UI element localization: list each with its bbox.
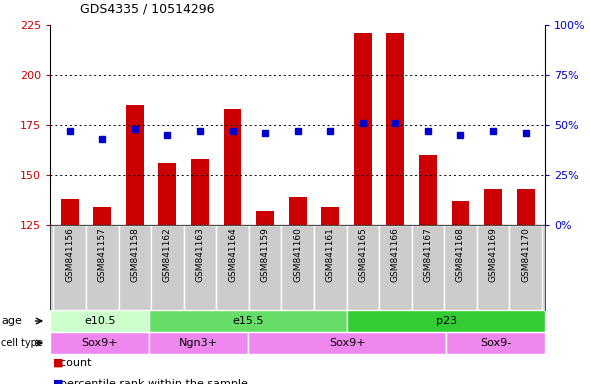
- Text: GSM841164: GSM841164: [228, 228, 237, 282]
- Text: GSM841168: GSM841168: [456, 228, 465, 282]
- Bar: [217, 225, 249, 310]
- Bar: [314, 225, 346, 310]
- Bar: [444, 225, 477, 310]
- Bar: [281, 225, 314, 310]
- Text: Sox9-: Sox9-: [480, 338, 512, 348]
- Bar: [126, 105, 144, 225]
- Text: GSM841165: GSM841165: [358, 228, 368, 282]
- Text: GSM841158: GSM841158: [130, 228, 139, 282]
- Bar: [86, 225, 119, 310]
- Bar: [119, 225, 151, 310]
- Text: GSM841167: GSM841167: [424, 228, 432, 282]
- Bar: [347, 310, 545, 332]
- Text: Ngn3+: Ngn3+: [179, 338, 218, 348]
- Bar: [354, 33, 372, 225]
- Bar: [379, 225, 412, 310]
- Bar: [477, 225, 509, 310]
- Text: GSM841169: GSM841169: [489, 228, 497, 282]
- Bar: [54, 225, 86, 310]
- Bar: [159, 163, 176, 225]
- Bar: [50, 310, 149, 332]
- Bar: [419, 155, 437, 225]
- Text: age: age: [1, 316, 22, 326]
- Text: GSM841156: GSM841156: [65, 228, 74, 282]
- Bar: [50, 332, 149, 354]
- Bar: [191, 159, 209, 225]
- Text: GSM841162: GSM841162: [163, 228, 172, 282]
- Bar: [61, 199, 78, 225]
- Text: count: count: [53, 358, 91, 368]
- Bar: [256, 211, 274, 225]
- Bar: [484, 189, 502, 225]
- Text: GSM841160: GSM841160: [293, 228, 302, 282]
- Bar: [446, 332, 545, 354]
- Text: GSM841170: GSM841170: [521, 228, 530, 282]
- Bar: [183, 225, 217, 310]
- Text: ■: ■: [53, 358, 64, 368]
- Text: Sox9+: Sox9+: [329, 338, 365, 348]
- Bar: [451, 201, 470, 225]
- Bar: [224, 109, 241, 225]
- Bar: [249, 225, 281, 310]
- Bar: [289, 197, 307, 225]
- Bar: [248, 332, 446, 354]
- Text: p23: p23: [435, 316, 457, 326]
- Bar: [517, 189, 535, 225]
- Bar: [412, 225, 444, 310]
- Text: e15.5: e15.5: [232, 316, 264, 326]
- Text: GSM841161: GSM841161: [326, 228, 335, 282]
- Bar: [151, 225, 183, 310]
- Bar: [93, 207, 111, 225]
- Text: GSM841163: GSM841163: [195, 228, 205, 282]
- Bar: [149, 310, 347, 332]
- Text: e10.5: e10.5: [84, 316, 116, 326]
- Bar: [386, 33, 404, 225]
- Text: Sox9+: Sox9+: [81, 338, 118, 348]
- Text: GSM841166: GSM841166: [391, 228, 400, 282]
- Bar: [149, 332, 248, 354]
- Bar: [322, 207, 339, 225]
- Bar: [346, 225, 379, 310]
- Bar: [509, 225, 542, 310]
- Text: ■: ■: [53, 379, 64, 384]
- Text: GSM841157: GSM841157: [98, 228, 107, 282]
- Text: percentile rank within the sample: percentile rank within the sample: [53, 379, 248, 384]
- Text: GDS4335 / 10514296: GDS4335 / 10514296: [80, 2, 214, 15]
- Text: GSM841159: GSM841159: [261, 228, 270, 282]
- Text: cell type: cell type: [1, 338, 43, 348]
